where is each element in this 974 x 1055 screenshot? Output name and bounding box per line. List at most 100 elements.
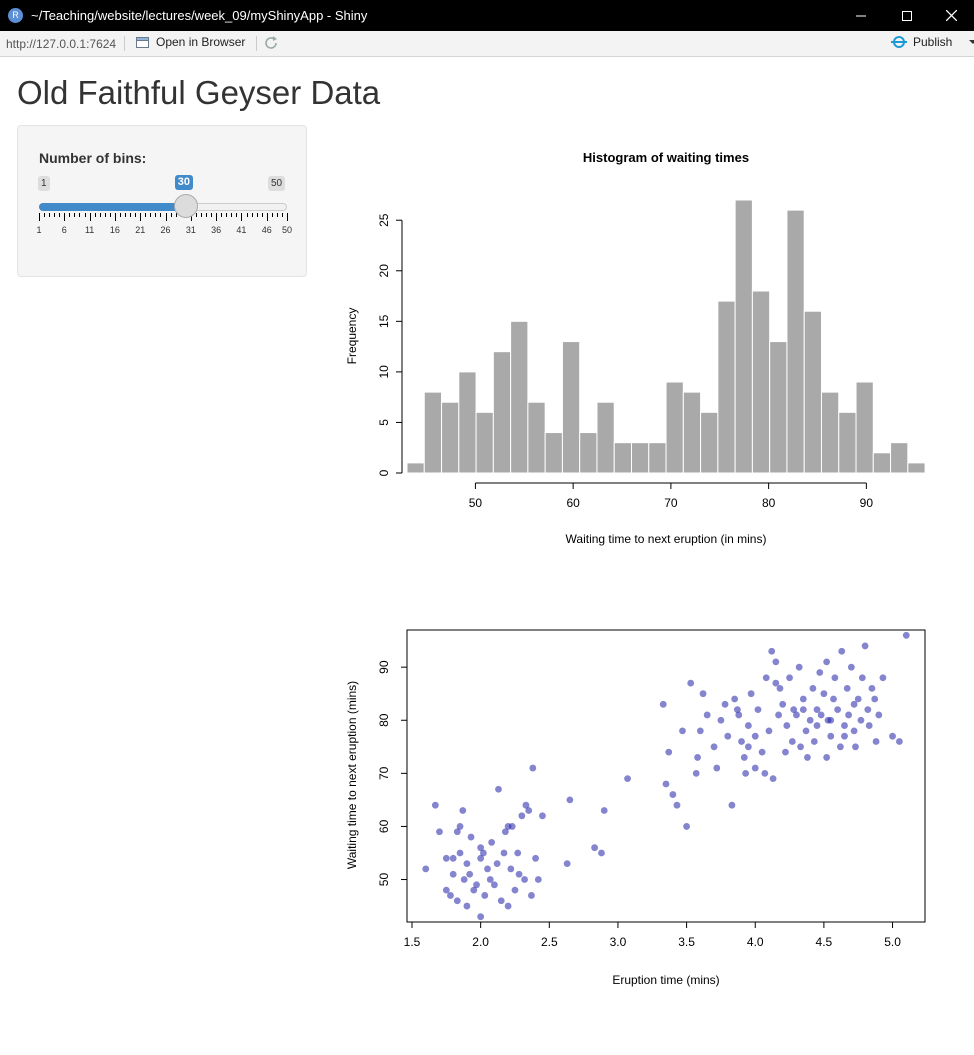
scatter-point	[481, 892, 489, 899]
histogram-x-tick-label: 50	[469, 496, 483, 510]
slider-tick	[281, 213, 283, 217]
scatter-point	[744, 743, 752, 751]
r-app-icon: R	[8, 8, 23, 23]
minimize-button[interactable]	[838, 0, 884, 31]
slider-tick	[69, 213, 71, 217]
scatter-x-tick-label: 2.0	[472, 935, 489, 949]
slider-tick	[206, 213, 208, 217]
histogram-y-tick-label: 0	[377, 469, 391, 476]
scatter-point	[687, 679, 695, 687]
minimize-icon	[856, 15, 866, 16]
histogram-bar	[838, 411, 857, 474]
histogram-bar	[492, 351, 512, 474]
scatter-point	[772, 658, 780, 666]
sidebar-panel: Number of bins: 1 50 30 1 6 11 16 21 26 31 36 41…	[17, 125, 307, 277]
close-button[interactable]	[928, 0, 974, 31]
scatter-point	[669, 791, 677, 798]
slider-tick	[160, 213, 162, 217]
scatter-point	[479, 849, 487, 857]
slider-tick	[94, 213, 96, 217]
histogram-bar	[579, 432, 598, 474]
slider-tick-label: 46	[261, 225, 272, 235]
scatter-point	[838, 647, 846, 655]
scatter-x-tick-label: 2.5	[541, 935, 558, 949]
open-in-browser-button[interactable]: Open in Browser	[136, 35, 245, 49]
refresh-button[interactable]	[263, 35, 279, 54]
histogram-x-tick-label: 80	[762, 496, 776, 510]
scatter-y-label: Waiting time to next eruption (mins)	[345, 681, 359, 869]
scatter-point	[477, 854, 485, 862]
slider-handle[interactable]	[173, 194, 198, 218]
slider-tick	[64, 213, 66, 221]
window-titlebar: R ~/Teaching/website/lectures/week_09/my…	[0, 0, 974, 31]
histogram-bar	[596, 401, 615, 474]
scatter-point	[751, 732, 759, 740]
scatter-point	[463, 902, 471, 910]
slider-tick-label: 50	[281, 225, 293, 235]
open-in-browser-label: Open in Browser	[156, 35, 246, 49]
scatter-point	[751, 764, 759, 772]
histogram-bar	[631, 442, 650, 474]
scatter-point	[816, 669, 824, 676]
slider-tick-label: 21	[135, 225, 146, 235]
scatter-point	[850, 727, 858, 735]
slider-tick	[271, 213, 273, 217]
slider-tick	[256, 213, 258, 217]
scatter-point	[600, 807, 608, 814]
slider-tick	[287, 213, 288, 221]
scatter-point	[449, 870, 457, 878]
scatter-point	[841, 722, 848, 729]
scatter-point	[733, 706, 741, 714]
scatter-point	[852, 743, 859, 751]
scatter-point	[563, 860, 571, 867]
scatter-x-tick-label: 4.0	[747, 935, 764, 949]
scatter-point	[504, 902, 512, 910]
maximize-button[interactable]	[884, 0, 930, 31]
scatter-point	[662, 780, 670, 788]
scatter-point	[495, 785, 502, 793]
scatter-point	[782, 748, 789, 756]
slider-tick	[145, 213, 147, 217]
scatter-point	[528, 892, 535, 899]
scatter-point	[507, 865, 515, 873]
scatter-point	[740, 754, 748, 761]
slider-tick	[216, 213, 218, 221]
scatter-point	[747, 690, 755, 698]
scatter-point	[735, 711, 743, 719]
scatter-point	[889, 732, 896, 740]
scatter-point	[449, 854, 457, 862]
slider-value-label: 30	[174, 175, 194, 190]
scatter-point	[823, 754, 831, 761]
scatter-point	[843, 685, 851, 692]
scatter-point	[514, 849, 522, 857]
scatter-point	[772, 679, 780, 687]
scatter-point	[871, 695, 879, 703]
scatter-point	[679, 727, 686, 735]
slider-tick	[119, 213, 121, 217]
histogram-y-tick-label: 5	[377, 419, 391, 426]
scatter-point	[521, 876, 528, 883]
scatter-point	[875, 711, 883, 719]
histogram-bar	[890, 442, 909, 474]
scatter-point	[775, 711, 782, 719]
slider-tick-label: 1	[36, 225, 42, 235]
slider-tick	[261, 213, 263, 217]
slider-tick	[104, 213, 106, 217]
scatter-point	[768, 647, 776, 655]
scatter-point	[742, 769, 750, 777]
scatter-point	[813, 722, 821, 729]
slider-tick	[84, 213, 86, 217]
publish-button[interactable]: Publish	[890, 35, 974, 49]
scatter-x-tick-label: 4.5	[816, 935, 833, 949]
slider-tick	[54, 213, 56, 217]
scatter-point	[710, 743, 718, 751]
scatter-point	[717, 716, 725, 724]
scatter-point	[673, 801, 681, 809]
slider-tick	[135, 213, 137, 217]
slider-tick	[190, 213, 192, 221]
histogram-bar	[734, 199, 753, 474]
histogram-bar	[682, 391, 702, 474]
scatter-point	[783, 722, 791, 729]
scatter-point	[456, 849, 464, 857]
scatter-point	[683, 823, 690, 830]
